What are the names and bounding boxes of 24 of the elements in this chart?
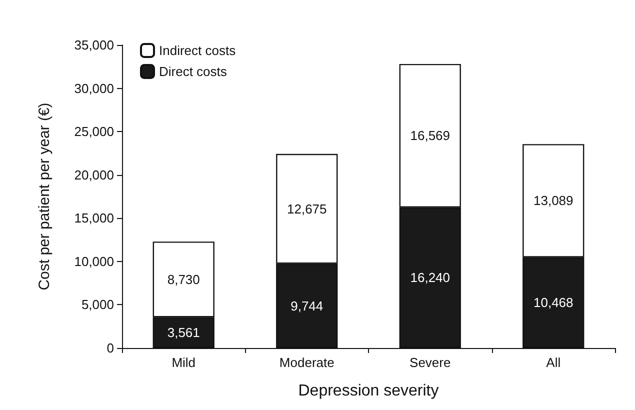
x-tick-label: Severe: [410, 355, 451, 370]
y-tick-label: 35,000: [74, 38, 114, 52]
data-label: 10,468: [533, 295, 574, 310]
data-label: 13,089: [533, 193, 574, 208]
data-label: 8,730: [167, 272, 200, 287]
x-tick-label: Mild: [172, 355, 196, 370]
y-tick-label: 25,000: [74, 124, 114, 140]
y-axis-title: Cost per patient per year (€): [36, 102, 53, 290]
legend-label: Indirect costs: [159, 43, 236, 58]
data-label: 16,569: [410, 128, 450, 144]
x-tick-label: All: [546, 355, 561, 370]
data-label: 12,675: [286, 201, 327, 216]
y-tick-label: 5,000: [81, 297, 114, 312]
data-label: 3,561: [167, 325, 200, 340]
y-tick-label: 20,000: [74, 167, 114, 182]
legend-label: Direct costs: [159, 64, 228, 79]
data-label: 9,744: [290, 298, 324, 314]
x-tick-label: Moderate: [279, 355, 334, 370]
y-tick-label: 30,000: [74, 80, 114, 96]
data-label: 16,240: [410, 270, 450, 286]
x-axis-title: Depression severity: [298, 382, 439, 400]
y-tick-label: 10,000: [74, 254, 114, 269]
y-tick-label: 15,000: [74, 210, 114, 226]
y-tick-label: 0: [106, 340, 114, 356]
